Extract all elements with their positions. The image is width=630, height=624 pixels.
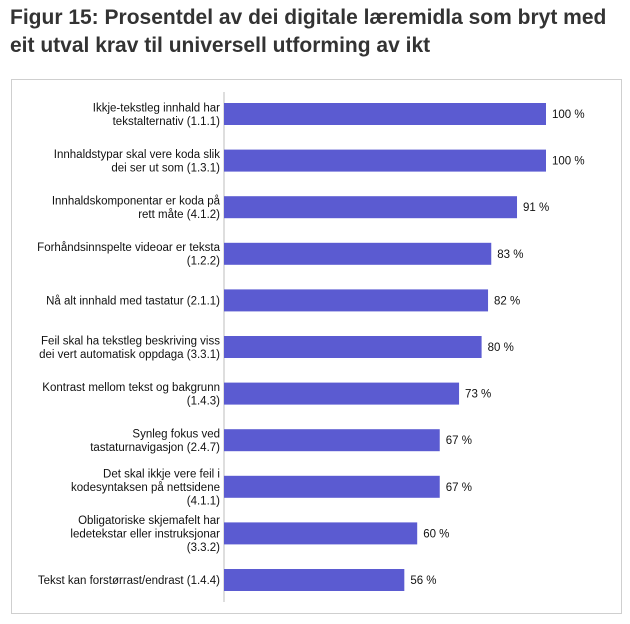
category-label: Forhåndsinnspelte videoar er teksta (1.2.… bbox=[37, 242, 220, 267]
bar-value-label: 100 % bbox=[552, 109, 585, 121]
bar bbox=[224, 196, 518, 219]
bar-value-label: 67 % bbox=[446, 482, 472, 494]
bar-value-label: 100 % bbox=[552, 156, 585, 168]
bar bbox=[224, 522, 418, 545]
category-label: Synleg fokus ved tastaturnavigasjon (2.4.… bbox=[90, 428, 220, 454]
category-label: Tekst kan forstørrast/endrast (1.4.4) bbox=[38, 575, 220, 587]
bar bbox=[224, 289, 489, 312]
bar-value-label: 60 % bbox=[423, 528, 449, 540]
category-label-line: tastaturnavigasjon (2.4.7) bbox=[90, 442, 220, 454]
category-label-line: (3.3.2) bbox=[187, 542, 220, 554]
bar-value-label: 73 % bbox=[465, 389, 491, 401]
chart-title: Figur 15: Prosentdel av dei digitale lær… bbox=[10, 6, 607, 57]
category-label-line: (1.2.2) bbox=[187, 256, 220, 268]
bar bbox=[224, 149, 546, 172]
category-label: Kontrast mellom tekst og bakgrunn (1.4.3) bbox=[42, 382, 220, 408]
category-label-line: Nå alt innhald med tastatur (2.1.1) bbox=[46, 295, 220, 307]
category-label-line: (4.1.1) bbox=[187, 495, 220, 507]
bar bbox=[224, 336, 482, 358]
category-label: Feil skal ha tekstleg beskriving viss dei… bbox=[39, 335, 220, 361]
bar-value-label: 91 % bbox=[523, 202, 549, 214]
category-label: Obligatoriske skjemafelt har ledetekstar … bbox=[70, 515, 220, 554]
category-label: Nå alt innhald med tastatur (2.1.1) bbox=[46, 295, 220, 307]
bar bbox=[224, 475, 440, 498]
category-label-line: Feil skal ha tekstleg beskriving viss bbox=[41, 335, 220, 347]
bar-value-label: 80 % bbox=[488, 342, 514, 354]
category-label-line: Innhaldstypar skal vere koda slik bbox=[54, 149, 220, 161]
category-label-line: rett måte (4.1.2) bbox=[138, 209, 220, 221]
bar bbox=[224, 429, 440, 452]
category-label-line: (1.4.3) bbox=[187, 395, 220, 407]
category-label: Innhaldstypar skal vere koda slik dei ser… bbox=[54, 149, 220, 175]
category-label-line: Tekst kan forstørrast/endrast (1.4.4) bbox=[38, 575, 220, 587]
category-label-line: Innhaldskomponentar er koda på bbox=[52, 195, 221, 207]
category-label-line: tekstalternativ (1.1.1) bbox=[113, 116, 221, 128]
category-label: Innhaldskomponentar er koda på rett måte … bbox=[52, 195, 221, 221]
bar-chart: 100 % Ikkje-tekstleg innhald har tekstalte… bbox=[37, 92, 585, 602]
category-label-line: dei vert automatisk oppdaga (3.3.1) bbox=[39, 349, 220, 361]
category-label-line: dei ser ut som (1.3.1) bbox=[111, 162, 220, 174]
category-label-line: Kontrast mellom tekst og bakgrunn bbox=[42, 382, 220, 394]
category-label: Det skal ikkje vere feil i kodesyntaksen … bbox=[71, 468, 220, 507]
bar-value-label: 82 % bbox=[494, 295, 520, 307]
category-label-line: Det skal ikkje vere feil i bbox=[103, 468, 220, 480]
category-label-line: Synleg fokus ved bbox=[132, 428, 220, 440]
category-label-line: Ikkje-tekstleg innhald har bbox=[93, 102, 220, 114]
bar bbox=[224, 242, 492, 265]
bar-value-label: 67 % bbox=[446, 435, 472, 447]
bar bbox=[224, 382, 460, 405]
category-label-line: ledetekstar eller instruksjonar bbox=[70, 528, 220, 540]
bar-value-label: 56 % bbox=[410, 575, 436, 587]
category-label-line: kodesyntaksen på nettsidene bbox=[71, 482, 220, 494]
category-label-line: Forhåndsinnspelte videoar er teksta bbox=[37, 242, 220, 254]
bar bbox=[224, 569, 405, 591]
bar-value-label: 83 % bbox=[497, 249, 523, 261]
chart-frame: 100 % Ikkje-tekstleg innhald har tekstalte… bbox=[11, 79, 622, 614]
category-label-line: Obligatoriske skjemafelt har bbox=[78, 515, 220, 527]
category-label: Ikkje-tekstleg innhald har tekstalternati… bbox=[93, 102, 220, 128]
bar bbox=[224, 103, 546, 125]
